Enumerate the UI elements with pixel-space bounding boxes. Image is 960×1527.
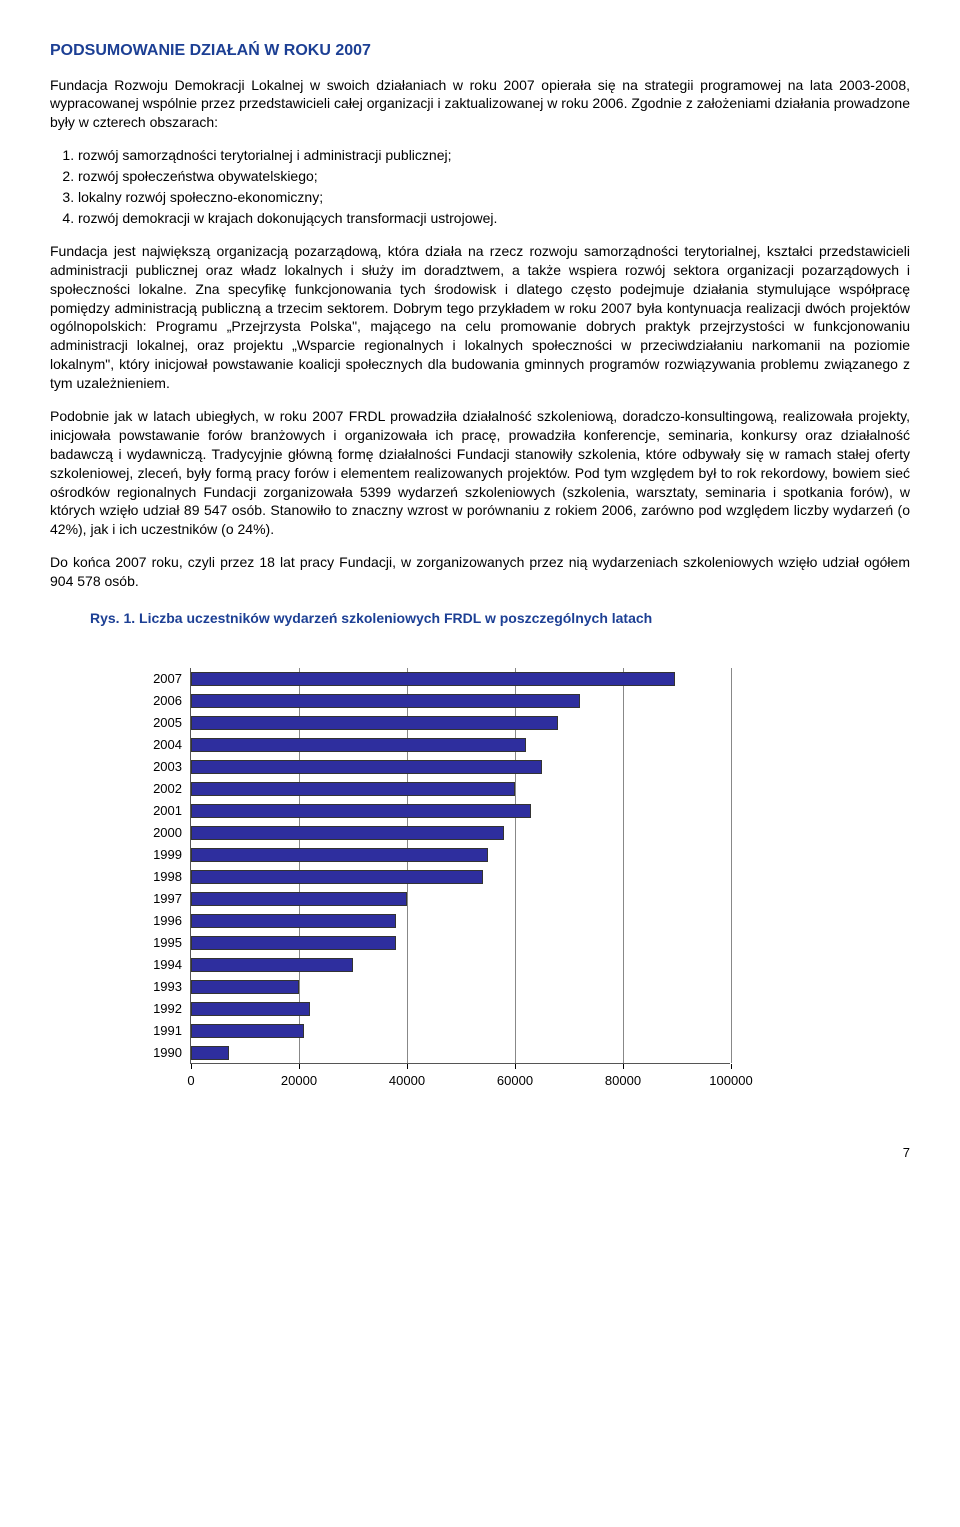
chart-bar [191, 980, 299, 994]
intro-paragraph: Fundacja Rozwoju Demokracji Lokalnej w s… [50, 76, 910, 133]
chart-bar [191, 672, 675, 686]
chart-ylabel: 1997 [132, 890, 182, 908]
chart-ylabel: 1995 [132, 934, 182, 952]
chart-ylabel: 1991 [132, 1022, 182, 1040]
chart-plot-area: 0200004000060000800001000002007200620052… [190, 668, 730, 1064]
chart-ylabel: 1996 [132, 912, 182, 930]
paragraph-2: Fundacja jest największą organizacją poz… [50, 242, 910, 393]
chart-bar [191, 914, 396, 928]
chart-bar [191, 870, 483, 884]
paragraph-3: Podobnie jak w latach ubiegłych, w roku … [50, 407, 910, 539]
chart-xtick [299, 1064, 300, 1069]
chart-xlabel: 60000 [497, 1072, 533, 1090]
chart-ylabel: 2005 [132, 714, 182, 732]
chart-xlabel: 0 [187, 1072, 194, 1090]
chart-title: Rys. 1. Liczba uczestników wydarzeń szko… [90, 609, 910, 628]
chart-xlabel: 80000 [605, 1072, 641, 1090]
chart-container: 0200004000060000800001000002007200620052… [190, 668, 790, 1064]
chart-bar [191, 936, 396, 950]
chart-ylabel: 1998 [132, 868, 182, 886]
chart-ylabel: 1992 [132, 1000, 182, 1018]
page-title: PODSUMOWANIE DZIAŁAŃ W ROKU 2007 [50, 40, 910, 62]
chart-bar [191, 804, 531, 818]
chart-bar [191, 782, 515, 796]
chart-xtick [515, 1064, 516, 1069]
chart-ylabel: 1993 [132, 978, 182, 996]
chart-xtick [407, 1064, 408, 1069]
chart-ylabel: 2002 [132, 780, 182, 798]
chart-ylabel: 1999 [132, 846, 182, 864]
chart-bar [191, 694, 580, 708]
chart-ylabel: 1990 [132, 1044, 182, 1062]
chart-gridline [731, 668, 732, 1063]
chart-ylabel: 2001 [132, 802, 182, 820]
chart-ylabel: 1994 [132, 956, 182, 974]
chart-bar [191, 760, 542, 774]
areas-list-item: rozwój społeczeństwa obywatelskiego; [78, 167, 910, 186]
chart-xtick [731, 1064, 732, 1069]
chart-ylabel: 2007 [132, 670, 182, 688]
chart-xtick [623, 1064, 624, 1069]
chart-bar [191, 1046, 229, 1060]
page-number: 7 [50, 1144, 910, 1162]
chart-gridline [623, 668, 624, 1063]
chart-ylabel: 2004 [132, 736, 182, 754]
chart-bar [191, 848, 488, 862]
chart-xlabel: 20000 [281, 1072, 317, 1090]
chart-ylabel: 2003 [132, 758, 182, 776]
areas-list: rozwój samorządności terytorialnej i adm… [50, 146, 910, 228]
chart-bar [191, 1002, 310, 1016]
chart-bar [191, 716, 558, 730]
chart-ylabel: 2006 [132, 692, 182, 710]
chart-bar [191, 738, 526, 752]
paragraph-4: Do końca 2007 roku, czyli przez 18 lat p… [50, 553, 910, 591]
chart-bar [191, 826, 504, 840]
areas-list-item: rozwój samorządności terytorialnej i adm… [78, 146, 910, 165]
chart-ylabel: 2000 [132, 824, 182, 842]
chart-xlabel: 40000 [389, 1072, 425, 1090]
areas-list-item: rozwój demokracji w krajach dokonujących… [78, 209, 910, 228]
chart-bar [191, 1024, 304, 1038]
chart-xlabel: 100000 [709, 1072, 752, 1090]
chart-bar [191, 958, 353, 972]
areas-list-item: lokalny rozwój społeczno-ekonomiczny; [78, 188, 910, 207]
chart-bar [191, 892, 407, 906]
chart-xtick [191, 1064, 192, 1069]
